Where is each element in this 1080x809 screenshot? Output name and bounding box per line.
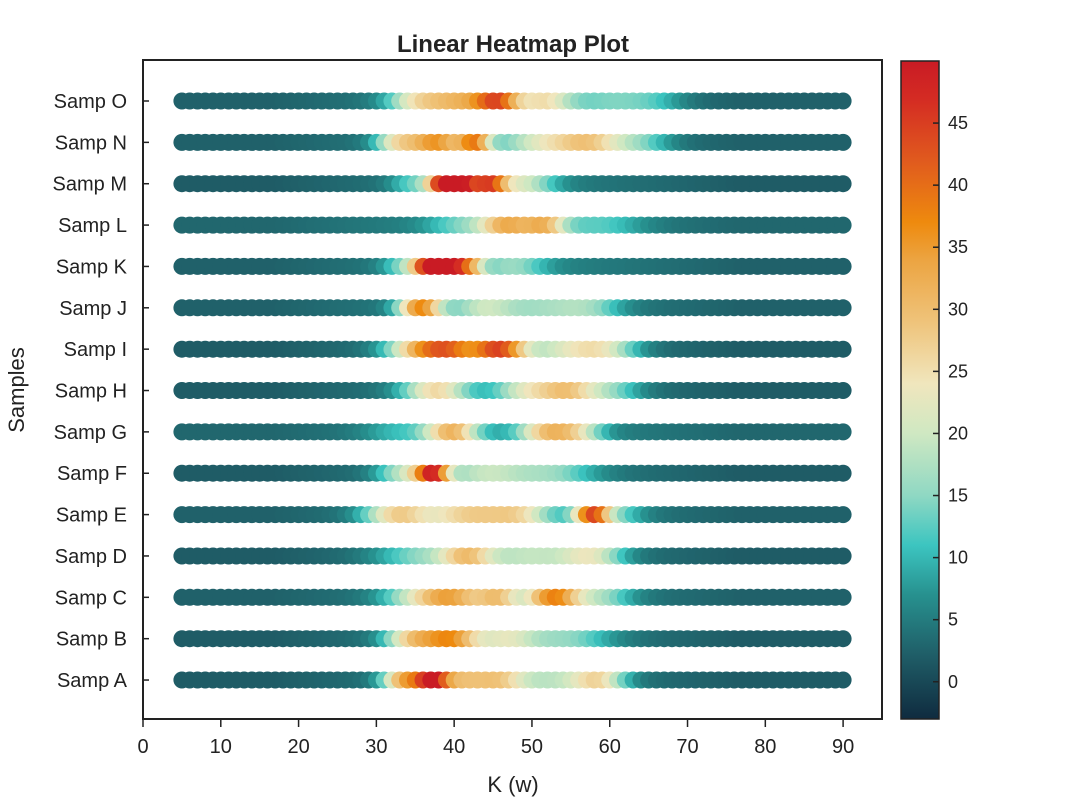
x-axis-ticks: 0 10 20 30 40 50 60 70 80 90 (137, 719, 854, 758)
colorbar (900, 60, 940, 720)
heatmap-row (173, 133, 852, 151)
x-tick-label: 30 (365, 736, 387, 758)
heatmap-row (173, 382, 852, 399)
colorbar-tick-label: 15 (948, 486, 968, 506)
y-axis-label: Samples (4, 347, 29, 433)
heatmap-row (173, 299, 852, 317)
x-axis-label: K (w) (487, 772, 538, 797)
x-tick-label: 0 (137, 736, 148, 758)
heatmap-row (173, 423, 852, 441)
y-tick-label: Samp N (55, 132, 127, 154)
heatmap-row (173, 630, 852, 648)
colorbar-tick-label: 20 (948, 423, 968, 443)
x-tick-label: 80 (754, 736, 776, 758)
colorbar-ticks: 0 5 10 15 20 25 30 35 40 45 (933, 113, 968, 692)
x-tick-label: 50 (521, 736, 543, 758)
heatmap-cell (834, 216, 852, 234)
heatmap-row (173, 340, 852, 358)
heatmap-row (173, 92, 852, 110)
y-tick-label: Samp M (53, 174, 127, 196)
heatmap-row (173, 671, 852, 689)
heatmap-cell (834, 382, 852, 399)
colorbar-tick-label: 10 (948, 548, 968, 568)
heatmap-cell (834, 464, 852, 482)
colorbar-tick-label: 45 (948, 113, 968, 133)
heatmap-cell (834, 630, 852, 648)
x-tick-label: 40 (443, 736, 465, 758)
colorbar-tick-label: 40 (948, 175, 968, 195)
heatmap-row (173, 588, 852, 606)
heatmap-cell (834, 340, 852, 358)
heatmap-row (173, 257, 852, 275)
heatmap-cell (834, 175, 852, 193)
y-tick-label: Samp A (57, 670, 128, 692)
heatmap-cell (834, 92, 852, 110)
x-tick-label: 90 (832, 736, 854, 758)
y-tick-label: Samp E (56, 505, 127, 527)
colorbar-tick-label: 30 (948, 299, 968, 319)
y-tick-label: Samp F (57, 463, 127, 485)
y-tick-label: Samp D (55, 546, 127, 568)
heatmap-cell (834, 423, 852, 441)
heatmap-cell (834, 133, 852, 151)
heatmap-row (173, 216, 852, 234)
y-tick-label: Samp J (59, 298, 127, 320)
colorbar-tick-label: 5 (948, 610, 958, 630)
heatmap-cell (834, 547, 852, 565)
y-tick-label: Samp G (54, 422, 127, 444)
heatmap-row (173, 175, 852, 193)
x-tick-label: 20 (287, 736, 309, 758)
heatmap-cell (834, 506, 852, 524)
y-tick-label: Samp K (56, 256, 128, 278)
x-tick-label: 60 (599, 736, 621, 758)
y-tick-label: Samp H (55, 381, 127, 403)
heatmap-cell (834, 588, 852, 606)
heatmap-row (173, 547, 852, 565)
y-tick-label: Samp L (58, 215, 127, 237)
heatmap-rows (173, 92, 852, 689)
heatmap-row (173, 464, 852, 482)
heatmap-cell (834, 299, 852, 317)
x-tick-label: 70 (676, 736, 698, 758)
y-tick-label: Samp I (64, 339, 127, 361)
heatmap-row (173, 506, 852, 524)
colorbar-tick-label: 0 (948, 672, 958, 692)
heatmap-cell (834, 257, 852, 275)
y-tick-label: Samp C (55, 587, 127, 609)
colorbar-tick-label: 35 (948, 237, 968, 257)
y-tick-label: Samp B (56, 629, 127, 651)
colorbar-tick-label: 25 (948, 361, 968, 381)
y-axis-ticks: Samp A Samp B Samp C Samp D Samp E Samp F Samp… (53, 91, 149, 692)
y-tick-label: Samp O (54, 91, 127, 113)
chart-title: Linear Heatmap Plot (397, 31, 629, 58)
x-tick-label: 10 (210, 736, 232, 758)
heatmap-cell (834, 671, 852, 689)
